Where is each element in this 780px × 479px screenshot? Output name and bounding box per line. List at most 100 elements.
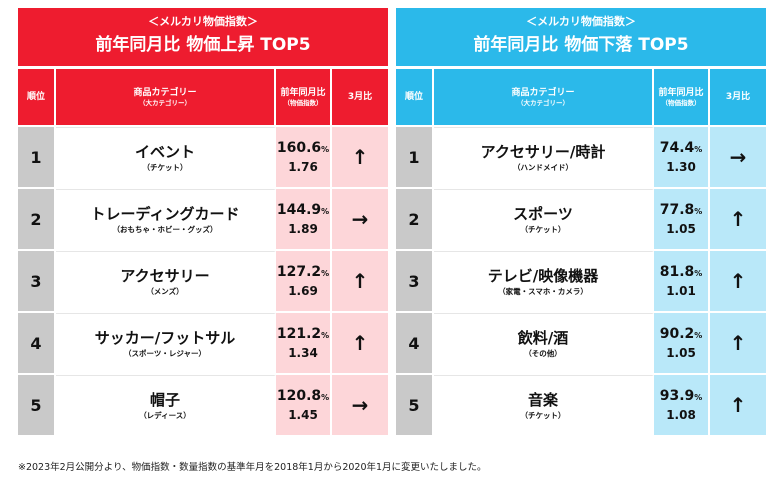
yoy-percent-value: 93.9: [659, 388, 695, 404]
yoy-percent: 121.2%: [277, 325, 329, 345]
yoy-percent: 93.9%: [660, 387, 703, 407]
yoy-percent: 160.6%: [277, 139, 329, 159]
yoy-percent-value: 74.4: [659, 140, 695, 156]
trend-cell: ↑: [332, 251, 388, 311]
category-cell: アクセサリー/時計 （ハンドメイド）: [434, 127, 654, 187]
trend-cell: ↑: [710, 251, 766, 311]
fall-rows: 1 アクセサリー/時計 （ハンドメイド） 74.4% 1.30 → 2 スポーツ （チケット） 7…: [396, 127, 766, 435]
category-parent: （チケット）: [520, 225, 566, 234]
table-row: 4 飲料/酒 （その他） 90.2% 1.05 ↑: [396, 313, 766, 373]
trend-cell: ↑: [710, 189, 766, 249]
rank-cell: 1: [396, 127, 434, 187]
percent-unit: %: [321, 207, 330, 216]
category-name: イベント: [134, 143, 195, 161]
price-index-ratio: 1.89: [288, 222, 318, 236]
table-row: 1 アクセサリー/時計 （ハンドメイド） 74.4% 1.30 →: [396, 127, 766, 187]
rise-banner-title: 前年同月比 物価上昇 TOP5: [95, 35, 311, 55]
trend-cell: →: [332, 375, 388, 435]
trend-cell: ↑: [710, 313, 766, 373]
rank-cell: 1: [18, 127, 56, 187]
category-parent: （ハンドメイド）: [513, 163, 573, 172]
category-header-sublabel: （大カテゴリー）: [517, 98, 569, 107]
price-index-ratio: 1.08: [666, 408, 696, 422]
category-parent: （スポーツ・レジャー）: [124, 349, 206, 358]
price-index-ratio: 1.05: [666, 346, 696, 360]
fall-ranking-panel: ＜メルカリ物価指数＞ 前年同月比 物価下落 TOP5 順位 商品カテゴリー （大…: [396, 8, 766, 435]
category-cell: トレーディングカード （おもちゃ・ホビー・グッズ）: [56, 189, 276, 249]
category-name: サッカー/フットサル: [94, 329, 236, 347]
trend-cell: →: [332, 189, 388, 249]
fall-banner-title: 前年同月比 物価下落 TOP5: [473, 35, 689, 55]
yoy-percent-value: 144.9: [276, 202, 322, 218]
category-name: 飲料/酒: [517, 329, 569, 347]
category-header: 商品カテゴリー （大カテゴリー）: [434, 69, 654, 125]
rank-cell: 3: [396, 251, 434, 311]
category-name: テレビ/映像機器: [487, 267, 599, 285]
table-row: 2 スポーツ （チケット） 77.8% 1.05 ↑: [396, 189, 766, 249]
category-cell: 音楽 （チケット）: [434, 375, 654, 435]
category-cell: テレビ/映像機器 （家電・スマホ・カメラ）: [434, 251, 654, 311]
percent-unit: %: [694, 331, 703, 340]
percent-unit: %: [321, 393, 330, 402]
value-cell: 121.2% 1.34: [276, 313, 332, 373]
category-header-sublabel: （大カテゴリー）: [139, 98, 191, 107]
value-header: 前年同月比 （物価指数）: [276, 69, 332, 125]
arrow-up-icon: ↑: [729, 331, 747, 355]
category-name: トレーディングカード: [90, 205, 240, 223]
value-cell: 160.6% 1.76: [276, 127, 332, 187]
category-header-label: 商品カテゴリー: [511, 87, 575, 98]
rank-number: 2: [30, 209, 42, 229]
trend-header-label: 3月比: [725, 92, 751, 102]
price-index-ratio: 1.45: [288, 408, 318, 422]
arrow-right-icon: →: [729, 145, 747, 169]
percent-unit: %: [321, 269, 330, 278]
trend-header: 3月比: [332, 69, 388, 125]
value-cell: 93.9% 1.08: [654, 375, 710, 435]
yoy-percent-value: 90.2: [659, 326, 695, 342]
trend-header: 3月比: [710, 69, 766, 125]
yoy-percent: 127.2%: [277, 263, 329, 283]
rank-number: 3: [30, 271, 42, 291]
value-cell: 90.2% 1.05: [654, 313, 710, 373]
arrow-right-icon: →: [351, 393, 369, 417]
arrow-up-icon: ↑: [729, 393, 747, 417]
value-cell: 120.8% 1.45: [276, 375, 332, 435]
yoy-percent-value: 121.2: [276, 326, 322, 342]
yoy-percent-value: 160.6: [276, 140, 322, 156]
rise-banner: ＜メルカリ物価指数＞ 前年同月比 物価上昇 TOP5: [18, 8, 388, 66]
rank-cell: 5: [396, 375, 434, 435]
rise-rows: 1 イベント （チケット） 160.6% 1.76 ↑ 2 トレーディングカード （おもちゃ・ホ…: [18, 127, 388, 435]
trend-cell: ↑: [332, 313, 388, 373]
percent-unit: %: [321, 145, 330, 154]
percent-unit: %: [694, 145, 703, 154]
category-cell: イベント （チケット）: [56, 127, 276, 187]
trend-cell: ↑: [332, 127, 388, 187]
rank-header: 順位: [18, 69, 56, 125]
rank-header: 順位: [396, 69, 434, 125]
value-cell: 127.2% 1.69: [276, 251, 332, 311]
table-row: 3 アクセサリー （メンズ） 127.2% 1.69 ↑: [18, 251, 388, 311]
rank-number: 2: [408, 209, 420, 229]
yoy-percent: 144.9%: [277, 201, 329, 221]
trend-cell: ↑: [710, 375, 766, 435]
category-cell: 帽子 （レディース）: [56, 375, 276, 435]
category-name: アクセサリー: [120, 267, 210, 285]
value-header-label: 前年同月比: [280, 87, 326, 98]
rank-number: 5: [30, 395, 42, 415]
fall-banner-subtitle: ＜メルカリ物価指数＞: [526, 15, 636, 28]
rank-number: 3: [408, 271, 420, 291]
category-parent: （家電・スマホ・カメラ）: [498, 287, 588, 296]
value-header-sublabel: （物価指数）: [661, 98, 701, 107]
category-cell: スポーツ （チケット）: [434, 189, 654, 249]
category-name: 帽子: [149, 391, 180, 409]
price-index-ratio: 1.30: [666, 160, 696, 174]
rank-header-label: 順位: [26, 92, 45, 102]
yoy-percent-value: 81.8: [659, 264, 695, 280]
arrow-up-icon: ↑: [351, 269, 369, 293]
fall-banner: ＜メルカリ物価指数＞ 前年同月比 物価下落 TOP5: [396, 8, 766, 66]
rank-cell: 4: [18, 313, 56, 373]
value-cell: 144.9% 1.89: [276, 189, 332, 249]
yoy-percent: 90.2%: [660, 325, 703, 345]
category-cell: アクセサリー （メンズ）: [56, 251, 276, 311]
category-parent: （その他）: [524, 349, 562, 358]
